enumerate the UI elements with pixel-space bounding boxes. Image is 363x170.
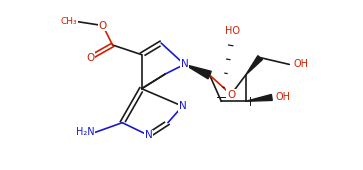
Text: H₂N: H₂N: [77, 127, 95, 137]
Text: HO: HO: [225, 26, 240, 36]
Text: N: N: [180, 59, 188, 69]
Text: O: O: [99, 21, 107, 31]
Polygon shape: [184, 64, 211, 79]
Text: CH₃: CH₃: [61, 17, 78, 26]
Text: O: O: [86, 53, 94, 63]
Polygon shape: [246, 56, 262, 75]
Text: OH: OH: [276, 92, 291, 103]
Text: N: N: [144, 130, 152, 140]
Polygon shape: [246, 95, 272, 101]
Text: O: O: [227, 90, 235, 99]
Text: N: N: [179, 101, 186, 111]
Text: OH: OH: [293, 59, 309, 69]
